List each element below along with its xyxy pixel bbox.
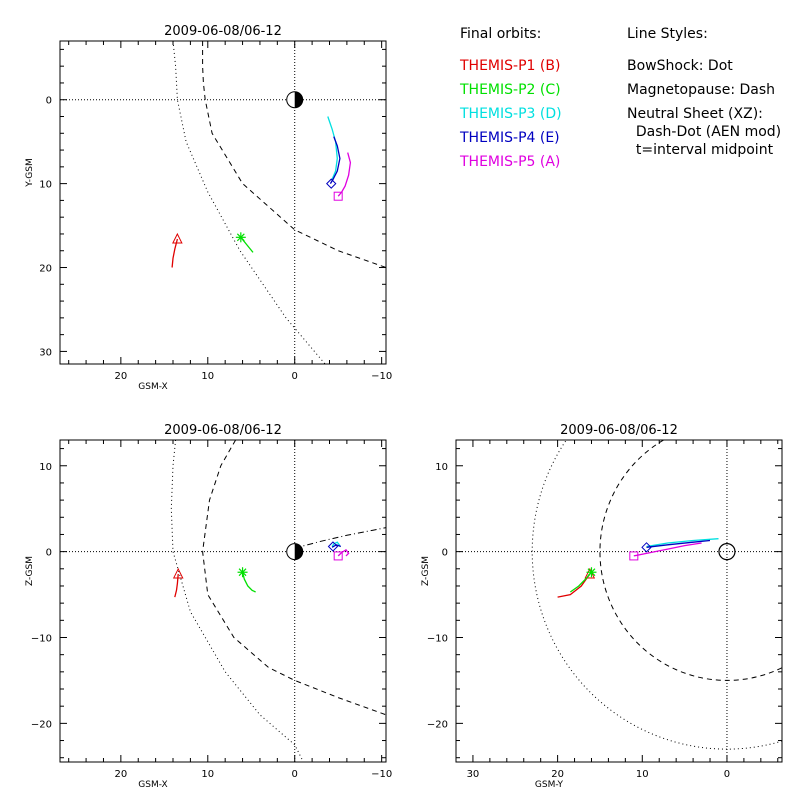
panel3-title: 2009-06-08/06-12 (560, 423, 678, 438)
panel1-orbit-p5-marker (333, 191, 343, 201)
legend-style-neutral-sheet: Neutral Sheet (XZ): (627, 106, 763, 122)
panel2-xtick-label: −10 (371, 769, 392, 780)
panel3-earth (718, 543, 736, 561)
legend-style-bowshock: BowShock: Dot (627, 58, 733, 74)
panel1-ytick-label: 30 (39, 347, 52, 358)
panel1-ytick-label: 20 (39, 264, 52, 275)
panel1-ytick-label: 0 (46, 96, 52, 107)
panel1-orbit-p1 (171, 238, 179, 268)
panel1-title: 2009-06-08/06-12 (164, 24, 282, 39)
panel2-plot: 20 10 0 −10 10 0 −10 −20 GSM-X Z-GSM 2009-06-08/06… (25, 423, 392, 790)
panel1-orbit-p4-marker (326, 178, 337, 189)
panel2-orbit-p5-marker (333, 551, 343, 561)
legend-probe-p2: THEMIS-P2 (C) (460, 82, 561, 98)
panel2-orbit-p2-marker (237, 567, 248, 578)
panel3-plot: 30 20 10 0 10 0 −10 −20 GSM-Y Z-GSM 2009-06-08/06-… (421, 423, 783, 790)
panel3-orbit-p4 (646, 539, 711, 548)
figure-legend: Final orbits: THEMIS-P1 (B) THEMIS-P2 (C… (0, 0, 800, 200)
panel2-orbit-p2 (241, 572, 256, 593)
panel1-plot: 20 10 0 −10 0 10 20 30 GSM-X Y-GSM 2009-06-08/06-1… (25, 24, 392, 392)
panel2-orbit-p4-marker (327, 541, 339, 552)
legend-styles-title: Line Styles: (627, 26, 708, 42)
panel2-orbit-p2-marker-stroke3 (238, 568, 247, 577)
panel2-ytick-label: −10 (31, 633, 52, 644)
panel2-data (60, 440, 386, 762)
panel1-magnetopause (202, 41, 386, 268)
panel3-ytick-label: 10 (435, 462, 448, 473)
panel1-frame (59, 40, 387, 365)
panel1-ytick-label: 10 (39, 180, 52, 191)
panel2-orbit-p1-marker (172, 567, 184, 579)
panel3-frame (455, 439, 783, 763)
panel3-orbit-p3 (646, 538, 719, 548)
legend-probe-p3: THEMIS-P3 (D) (460, 106, 562, 122)
panel3-ylabel: Z-GSM (421, 556, 431, 586)
panel3-orbit-p5 (633, 542, 702, 557)
panel3-xtick-label: 30 (467, 769, 480, 780)
panel1-xtick-label: 20 (114, 371, 127, 382)
panel2-orbit-p3 (331, 541, 341, 547)
panel1-earth-night (294, 91, 303, 108)
panel2-earth-night (294, 543, 303, 560)
panel2-bowshock (170, 440, 304, 762)
panel3-xtick-label: 20 (551, 769, 564, 780)
panel2-neutral-sheet (294, 527, 386, 549)
panel3-ytick-label: −10 (427, 633, 448, 644)
panel1-orbit-p3 (327, 116, 338, 180)
panel2-orbit-p5 (337, 549, 350, 557)
panel2-ytick-label: 0 (46, 548, 52, 559)
panel2-xtick-label: 10 (201, 769, 214, 780)
panel3-orbit-p4-marker (641, 542, 652, 553)
panel2-frame (59, 439, 387, 763)
panel1-xlabel: GSM-X (138, 382, 167, 392)
panel2-xtick-label: 0 (292, 769, 298, 780)
panel2-orbit-p1 (174, 573, 179, 598)
legend-style-dashdot: Dash-Dot (AEN mod) (627, 124, 782, 140)
panel1-xtick-label: −10 (371, 371, 392, 382)
panel2-xtick-label: 20 (114, 769, 127, 780)
panel3-xlabel: GSM-Y (535, 780, 564, 790)
panel3-ytick-label: −20 (427, 719, 448, 730)
panel1-orbit-p1-marker (172, 232, 183, 244)
legend-probe-p5: THEMIS-P5 (A) (460, 154, 561, 170)
panel3-ytick-label: 0 (442, 548, 448, 559)
panel2-xlabel: GSM-X (138, 780, 167, 790)
panel2-ytick-label: 10 (39, 462, 52, 473)
panel3-orbit-p5-marker (629, 551, 639, 561)
panel1-xtick-label: 10 (201, 371, 214, 382)
legend-style-magnetopause: Magnetopause: Dash (627, 82, 776, 98)
panel2-title: 2009-06-08/06-12 (164, 423, 282, 438)
panel3-orbit-p2-marker-stroke3 (587, 568, 596, 577)
panel2-ylabel: Z-GSM (25, 556, 35, 586)
panel3-data (456, 440, 782, 762)
panel2-magnetopause (202, 440, 386, 716)
panel1-orbit-p2-marker (235, 232, 246, 243)
panel3-orbit-p2-marker (586, 567, 597, 578)
panel2-ytick-label: −20 (31, 719, 52, 730)
legend-probe-p1: THEMIS-P1 (B) (460, 58, 561, 74)
panel3-magnetopause (599, 440, 782, 681)
panel1-orbit-p2-marker-stroke3 (236, 233, 245, 242)
legend-orbits-title: Final orbits: (460, 26, 542, 42)
panel1-data (60, 41, 386, 364)
panel1-ylabel: Y-GSM (25, 158, 35, 187)
panel1-xtick-label: 0 (292, 371, 298, 382)
legend-style-midpoint: t=interval midpoint (627, 142, 774, 158)
legend-probe-p4: THEMIS-P4 (E) (460, 130, 560, 146)
panel3-xtick-label: 0 (724, 769, 730, 780)
panel3-xtick-label: 10 (636, 769, 649, 780)
